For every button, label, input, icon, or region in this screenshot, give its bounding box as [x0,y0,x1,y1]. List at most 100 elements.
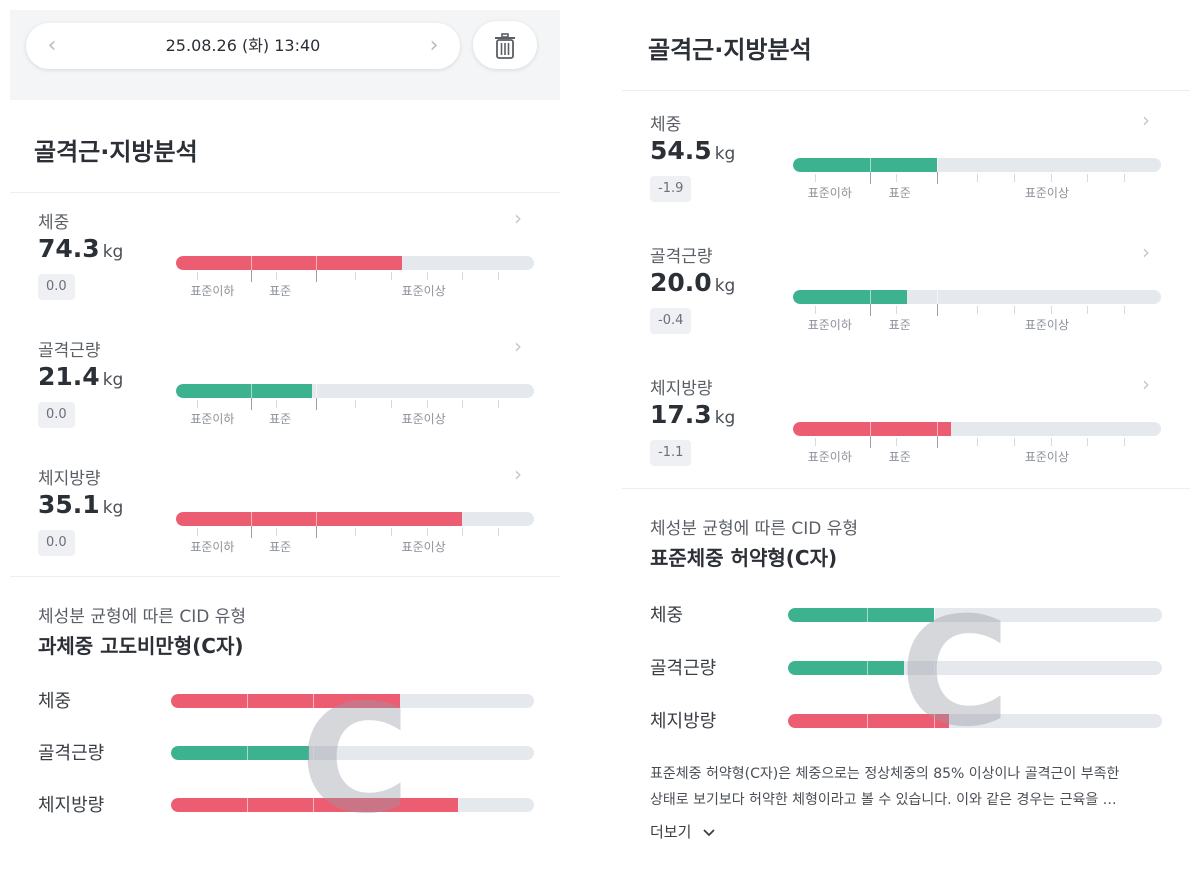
metric-label: 체지방량 [38,469,101,489]
scale-tick [251,398,253,410]
scale-label: 표준이하 [807,450,852,464]
divider [622,488,1190,489]
chevron-left-icon[interactable]: ‹ [47,33,57,58]
bar-segment-divider [312,694,314,708]
metric-number: 54.5 [650,136,712,165]
metric-bar [793,422,1161,436]
scale-tick [870,172,872,184]
scale-tick [1087,438,1089,446]
scale-tick [390,528,392,536]
bar-segment-divider [870,422,872,436]
cid-row-label: 골격근량 [38,743,105,764]
bar-segment-divider [315,256,317,270]
scale-tick [1013,174,1015,182]
scale-tick [1050,306,1052,314]
scale-tick [1087,174,1089,182]
metric-delta-badge: 0.0 [38,530,75,556]
metric-value: 54.5 kg [650,136,735,165]
scale-tick [936,304,938,316]
metric-label: 골격근량 [38,341,101,361]
metric-unit: kg [714,408,736,428]
scale-tick [815,174,817,182]
cid-bar-fill [171,798,458,812]
scale-ticks [176,398,534,410]
metric-unit: kg [714,276,736,296]
chevron-right-icon[interactable]: › [1142,372,1150,396]
metric-value: 74.3 kg [38,234,123,263]
chevron-right-icon[interactable]: › [1142,108,1150,132]
cid-row-label: 골격근량 [650,658,717,679]
scale-ticks [793,172,1161,184]
bar-segment-divider [933,608,935,622]
metric-label: 체지방량 [650,379,713,399]
scale-tick [1013,306,1015,314]
bar-segment-divider [936,158,938,172]
cid-description: 표준체중 허약형(C자)은 체중으로는 정상체중의 85% 이상이나 골격근이 … [650,761,1170,813]
scale-tick [197,272,199,280]
cid-bar [788,661,1162,675]
divider [10,192,560,193]
scale-ticks [793,304,1161,316]
section-title: 골격근·지방분석 [34,138,198,166]
scale-tick [896,174,898,182]
scale-label: 표준 [888,318,911,332]
bar-segment-divider [315,384,317,398]
metric-bar [176,384,534,398]
scale-tick [426,272,428,280]
chevron-right-icon[interactable]: › [1142,240,1150,264]
scale-tick [462,400,464,408]
scale-tick [1050,438,1052,446]
scale-tick [870,436,872,448]
chevron-right-icon[interactable]: › [429,33,439,58]
metric-unit: kg [102,370,124,390]
scale-label: 표준 [888,186,911,200]
cid-shape-letter: C [300,673,411,847]
scale-tick [1124,174,1126,182]
cid-row-label: 체중 [38,691,72,712]
scale-tick [315,270,317,282]
metric-number: 74.3 [38,234,100,263]
metric-row: 체중 › 54.5 kg -1.9 표준이하 표준 표준이상 [622,108,1190,240]
scale-ticks [793,436,1161,448]
chevron-right-icon[interactable]: › [514,206,522,230]
chevron-right-icon[interactable]: › [514,334,522,358]
metric-unit: kg [714,144,736,164]
cid-bar [788,608,1162,622]
metric-bar-fill [793,422,952,436]
scale-label: 표준 [269,284,292,298]
scale-label: 표준이상 [1024,318,1069,332]
scale-label: 표준 [269,412,292,426]
scale-tick [896,438,898,446]
delete-button[interactable] [473,21,537,69]
scale-tick [896,306,898,314]
metric-bar-fill [793,290,908,304]
scale-tick [251,526,253,538]
scale-tick [276,400,278,408]
chevron-right-icon[interactable]: › [514,462,522,486]
cid-bar [171,694,534,708]
description-line: 상태로 보기보다 허약한 체형이라고 볼 수 있습니다. 이와 같은 경우는 근… [650,792,1117,808]
metric-label: 체중 [38,213,70,233]
scale-label: 표준이하 [807,318,852,332]
metric-row: 체지방량 › 35.1 kg 0.0 표준이하 표준 표준이상 [10,462,560,590]
divider [622,90,1190,91]
metric-row: 골격근량 › 20.0 kg -0.4 표준이하 표준 표준이상 [622,240,1190,372]
scale-tick [315,526,317,538]
metric-delta-badge: -1.9 [650,176,692,202]
scale-tick [977,438,978,446]
scale-tick [1013,438,1015,446]
scale-label: 표준 [888,450,911,464]
metric-label: 체중 [650,115,682,135]
divider [10,576,560,577]
scale-ticks [176,526,534,538]
metric-value: 35.1 kg [38,490,123,519]
bar-segment-divider [312,798,314,812]
scale-tick [1124,306,1126,314]
description-line: 표준체중 허약형(C자)은 체중으로는 정상체중의 85% 이상이나 골격근이 … [650,766,1120,782]
scale-tick [276,528,278,536]
scale-tick [936,172,938,184]
more-button[interactable]: 더보기 [650,821,716,842]
scale-ticks [176,270,534,282]
bar-segment-divider [247,746,249,760]
bar-segment-divider [870,158,872,172]
